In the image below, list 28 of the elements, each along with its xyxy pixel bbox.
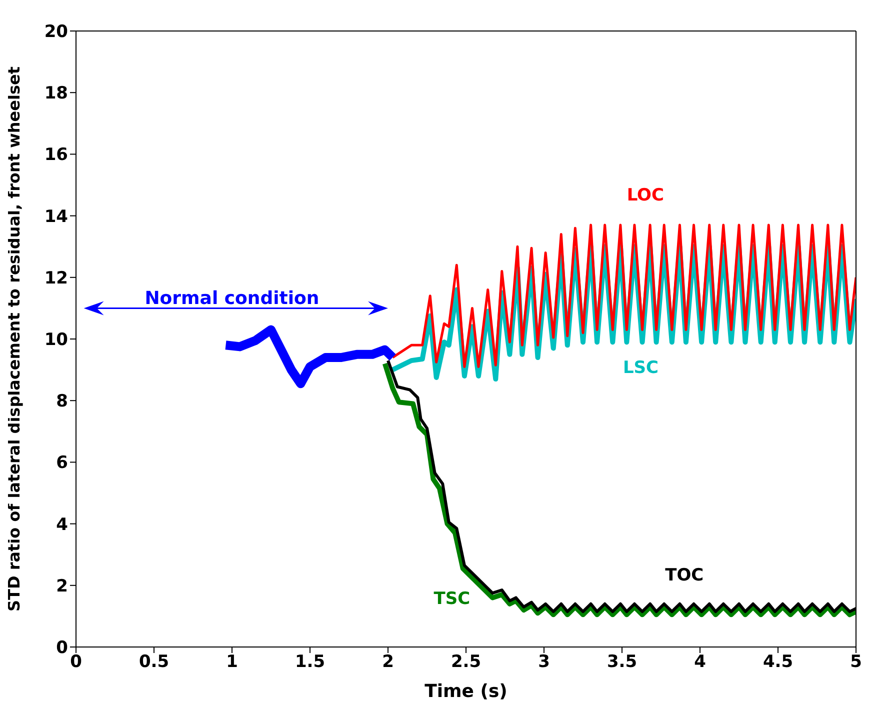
y-tick-label: 18 [44, 84, 68, 104]
x-tick-label: 5 [850, 652, 862, 672]
series-label: TOC [665, 566, 704, 586]
y-tick-label: 6 [56, 453, 68, 474]
x-tick-label: 4.5 [762, 652, 794, 672]
y-tick-label: 16 [44, 145, 68, 166]
y-tick-label: 4 [56, 514, 68, 535]
x-tick-label: 0.5 [138, 652, 170, 672]
x-tick-label: 0 [70, 652, 82, 672]
y-tick-label: 14 [44, 206, 68, 227]
x-tick-label: 2 [382, 652, 394, 672]
series-label: TSC [434, 588, 470, 609]
x-tick-label: 3.5 [606, 652, 638, 672]
y-tick-label: 8 [56, 392, 68, 412]
x-tick-label: 3 [538, 652, 550, 672]
series-label: LSC [622, 358, 658, 378]
y-tick-label: 2 [56, 576, 68, 596]
y-tick-label: 20 [44, 22, 68, 42]
y-tick-label: 10 [44, 330, 68, 350]
x-tick-label: 1.5 [294, 652, 326, 672]
y-tick-label: 12 [44, 268, 68, 288]
series-label: LOC [626, 185, 664, 206]
y-tick-label: 0 [56, 638, 68, 658]
x-tick-label: 2.5 [450, 652, 482, 672]
x-axis-title: Time (s) [424, 681, 508, 702]
annotation: Normal condition [144, 288, 320, 310]
x-tick-label: 1 [226, 652, 238, 672]
x-tick-label: 4 [694, 652, 706, 672]
